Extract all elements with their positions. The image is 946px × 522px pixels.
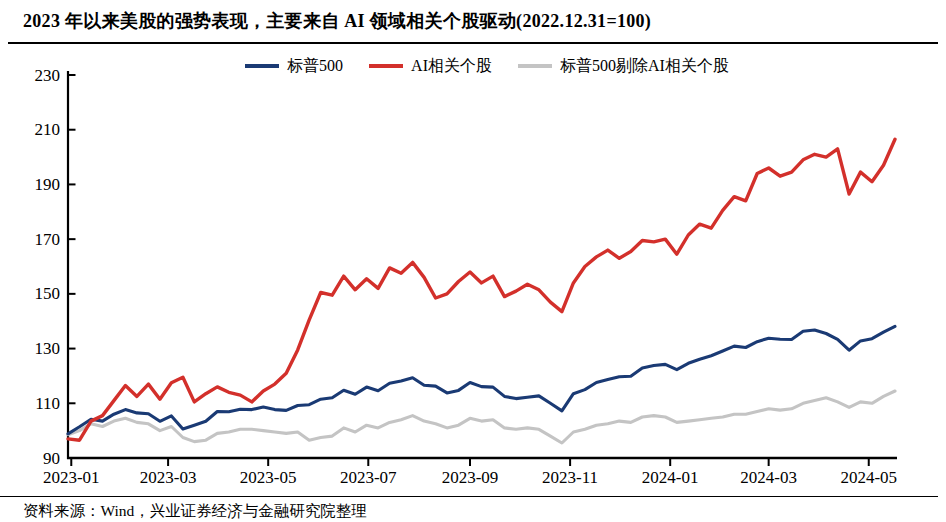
legend-label-ai-stocks: AI相关个股 xyxy=(411,58,492,74)
legend-line-sp500-ex-ai-icon xyxy=(518,64,552,68)
legend-item-sp500-ex-ai: 标普500剔除AI相关个股 xyxy=(518,58,729,74)
x-tick-label: 2024-01 xyxy=(642,468,699,487)
x-tick-label: 2023-09 xyxy=(442,468,499,487)
chart-legend: 标普500 AI相关个股 标普500剔除AI相关个股 xyxy=(14,58,946,74)
y-tick-label: 110 xyxy=(35,394,60,413)
y-tick-label: 150 xyxy=(35,284,61,303)
y-tick-label: 130 xyxy=(35,339,61,358)
x-tick-label: 2023-05 xyxy=(240,468,297,487)
legend-item-ai-stocks: AI相关个股 xyxy=(369,58,492,74)
y-tick-label: 170 xyxy=(35,230,61,249)
series-line-ai-stocks xyxy=(68,139,895,440)
x-tick-label: 2024-03 xyxy=(740,468,797,487)
y-tick-label: 210 xyxy=(35,120,61,139)
legend-item-sp500: 标普500 xyxy=(245,58,343,74)
legend-label-sp500-ex-ai: 标普500剔除AI相关个股 xyxy=(560,58,729,74)
line-chart: 901101301501701902102302023-012023-03202… xyxy=(0,0,946,522)
x-tick-label: 2023-03 xyxy=(140,468,197,487)
legend-label-sp500: 标普500 xyxy=(287,58,343,74)
legend-line-ai-stocks-icon xyxy=(369,64,403,68)
x-tick-label: 2023-11 xyxy=(542,468,598,487)
legend-line-sp500-icon xyxy=(245,64,279,68)
x-tick-label: 2023-07 xyxy=(340,468,397,487)
y-tick-label: 190 xyxy=(35,175,61,194)
x-tick-label: 2023-01 xyxy=(43,468,100,487)
x-tick-label: 2024-05 xyxy=(840,468,897,487)
source-note: 资料来源：Wind，兴业证券经济与金融研究院整理 xyxy=(23,501,367,522)
series-line-sp500 xyxy=(68,326,895,434)
figure-page: 2023 年以来美股的强势表现，主要来自 AI 领域相关个股驱动(2022.12… xyxy=(0,0,946,522)
y-tick-label: 90 xyxy=(43,449,60,468)
footer-divider xyxy=(0,496,938,497)
